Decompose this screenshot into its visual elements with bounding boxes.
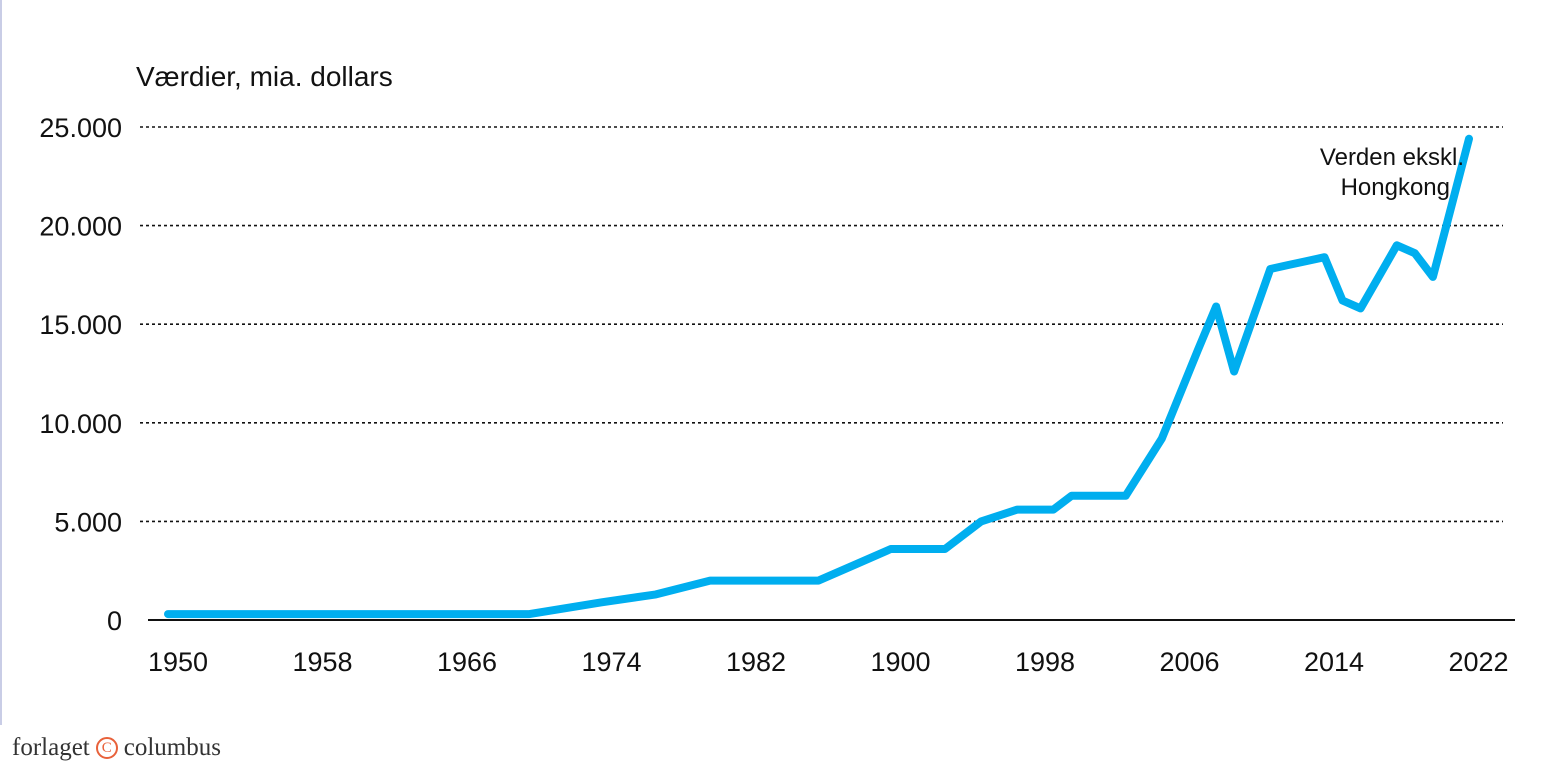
x-tick-label: 2022 (1448, 647, 1508, 677)
x-tick-label: 2014 (1304, 647, 1364, 677)
series-line-verden-ekskl-hongkong (164, 134, 1473, 619)
copyright-c-icon: C (95, 737, 118, 759)
publisher-logo: forlaget C columbus (12, 731, 221, 765)
annotation-line-2: Hongkong (1341, 174, 1450, 201)
y-tick-label: 15.000 (39, 310, 122, 340)
y-tick-label: 0 (107, 606, 122, 636)
x-tick-label: 1900 (870, 647, 930, 677)
x-tick-label: 1966 (437, 647, 497, 677)
gridlines (140, 126, 1503, 523)
x-tick-label: 1998 (1015, 647, 1075, 677)
annotation-line-1: Verden ekskl. (1320, 144, 1464, 171)
left-border (0, 0, 2, 725)
y-tick-label: 10.000 (39, 409, 122, 439)
x-tick-label: 2006 (1159, 647, 1219, 677)
x-tick-labels: 1950 1958 1966 1974 1982 1900 1998 2006 2014 2022 (148, 647, 1509, 677)
y-tick-label: 25.000 (39, 113, 122, 143)
x-tick-label: 1974 (581, 647, 641, 677)
logo-text-right: columbus (123, 734, 221, 761)
y-tick-labels: 0 5.000 10.000 15.000 20.000 25.000 (39, 113, 122, 636)
x-tick-label: 1982 (726, 647, 786, 677)
y-tick-label: 20.000 (39, 212, 122, 242)
x-tick-label: 1950 (148, 647, 208, 677)
logo-text-left: forlaget (12, 734, 90, 761)
line-chart: Værdier, mia. dollars 0 5.000 10.000 15.000… (39, 61, 1515, 677)
series-annotation: Verden ekskl. Hongkong (1320, 144, 1464, 201)
x-tick-label: 1958 (292, 647, 352, 677)
y-tick-label: 5.000 (54, 507, 122, 537)
y-axis-label: Værdier, mia. dollars (136, 61, 393, 92)
